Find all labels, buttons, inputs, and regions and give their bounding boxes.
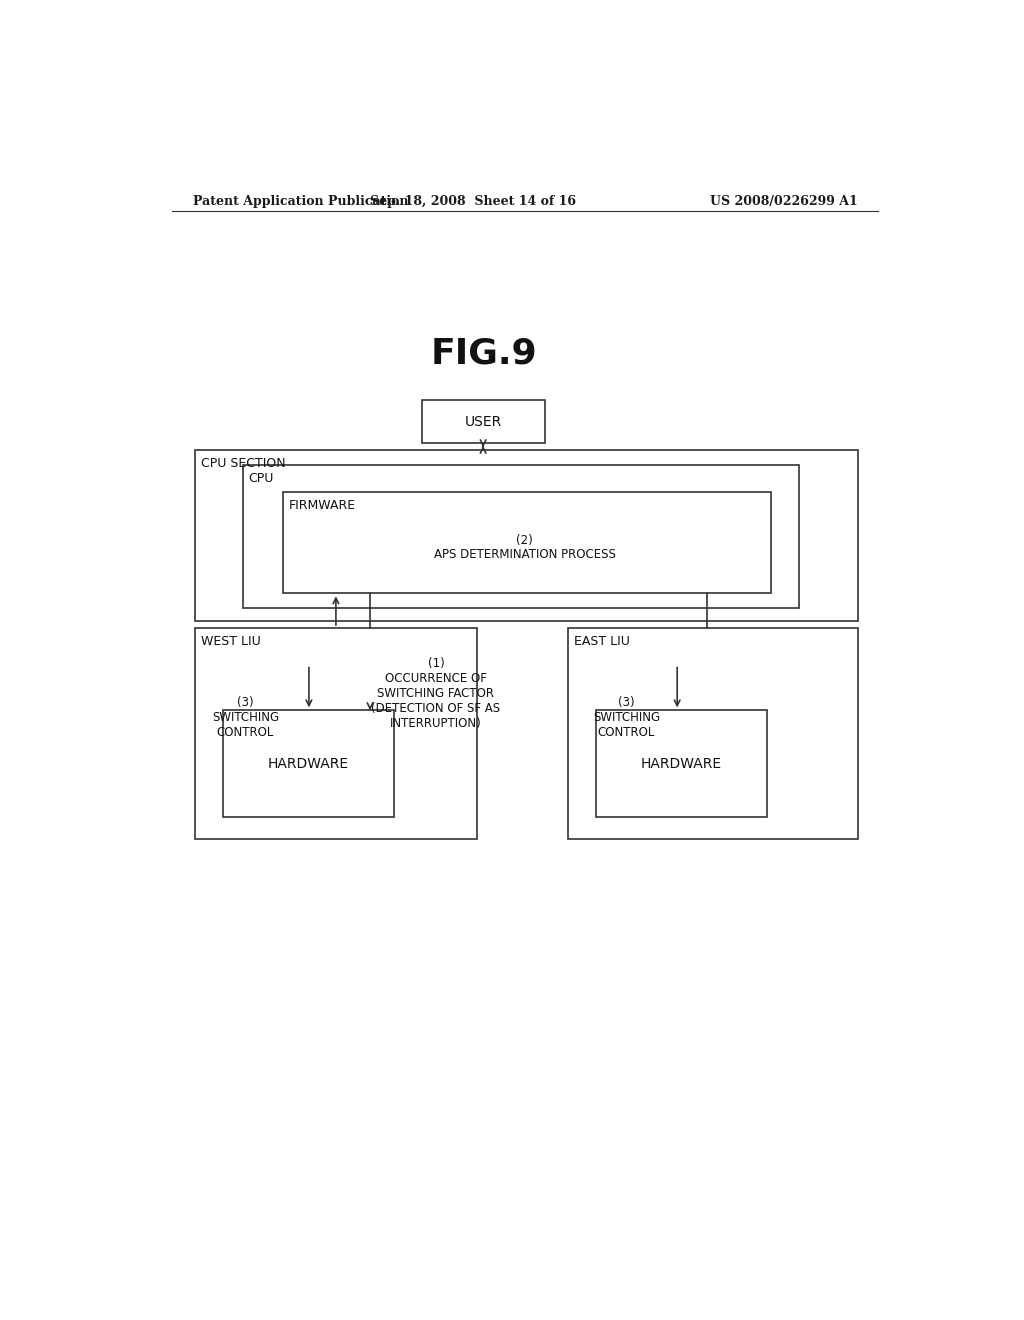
Text: CPU: CPU: [249, 473, 274, 486]
Text: (3)
SWITCHING
CONTROL: (3) SWITCHING CONTROL: [593, 696, 659, 739]
Text: HARDWARE: HARDWARE: [641, 756, 722, 771]
Text: Patent Application Publication: Patent Application Publication: [194, 194, 409, 207]
Text: WEST LIU: WEST LIU: [201, 635, 261, 648]
Bar: [196, 628, 477, 840]
Bar: [422, 400, 545, 444]
Bar: [568, 628, 858, 840]
Text: FIG.9: FIG.9: [430, 337, 537, 371]
Text: FIRMWARE: FIRMWARE: [289, 499, 355, 512]
Text: (1)
OCCURRENCE OF
SWITCHING FACTOR
(DETECTION OF SF AS
INTERRUPTION): (1) OCCURRENCE OF SWITCHING FACTOR (DETE…: [372, 656, 501, 730]
Bar: [596, 710, 767, 817]
Text: APS DETERMINATION PROCESS: APS DETERMINATION PROCESS: [434, 548, 615, 561]
Text: USER: USER: [465, 414, 502, 429]
Text: (3)
SWITCHING
CONTROL: (3) SWITCHING CONTROL: [212, 696, 279, 739]
Bar: [196, 450, 858, 620]
Bar: [283, 492, 771, 594]
Text: CPU SECTION: CPU SECTION: [201, 457, 286, 470]
Bar: [223, 710, 394, 817]
Bar: [243, 466, 799, 607]
Text: Sep. 18, 2008  Sheet 14 of 16: Sep. 18, 2008 Sheet 14 of 16: [371, 194, 577, 207]
Text: (2): (2): [516, 535, 534, 546]
Text: US 2008/0226299 A1: US 2008/0226299 A1: [711, 194, 858, 207]
Text: HARDWARE: HARDWARE: [268, 756, 349, 771]
Text: EAST LIU: EAST LIU: [574, 635, 630, 648]
